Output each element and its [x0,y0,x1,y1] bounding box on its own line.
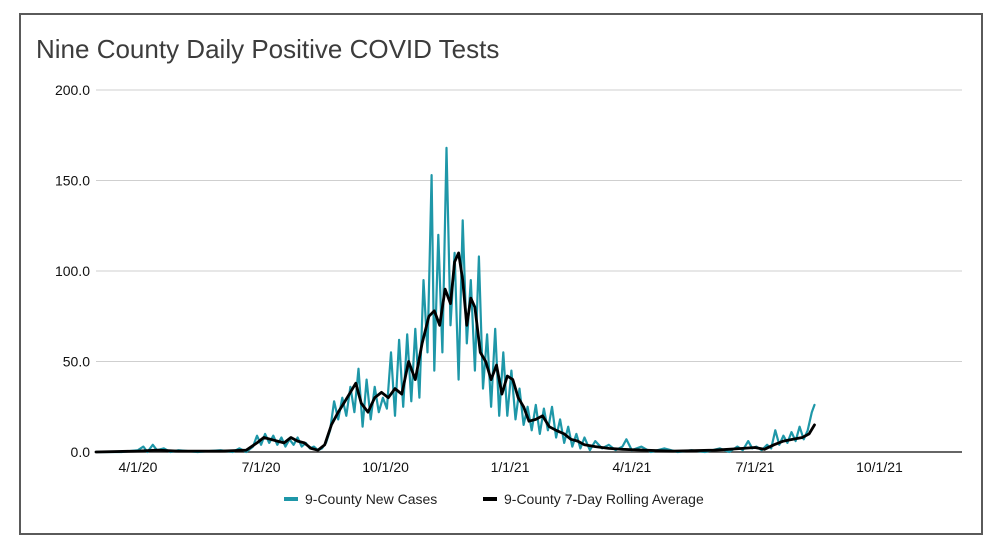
y-tick-label: 100.0 [55,263,90,279]
x-axis-ticks: 4/1/20 7/1/20 10/1/20 1/1/21 4/1/21 7/1/21 10/… [118,459,903,475]
y-tick-label: 0.0 [71,444,91,460]
y-tick-label: 200.0 [55,82,90,98]
series-line-rolling-average [94,251,816,454]
y-tick-label: 50.0 [63,354,90,370]
legend-label-rolling-average: 9-County 7-Day Rolling Average [504,491,704,507]
y-axis-ticks: 0.0 50.0 100.0 150.0 200.0 [55,82,90,460]
series-line-new-cases [94,146,816,454]
x-tick-label: 4/1/20 [118,459,157,475]
y-tick-label: 150.0 [55,173,90,189]
x-tick-label: 10/1/20 [362,459,409,475]
chart-title: Nine County Daily Positive COVID Tests [36,34,500,64]
x-tick-label: 7/1/20 [242,459,281,475]
chart-frame [19,13,983,535]
gridlines [96,89,962,453]
x-tick-label: 1/1/21 [491,459,530,475]
x-tick-label: 7/1/21 [736,459,775,475]
legend-swatch-new-cases [284,497,298,501]
legend: 9-County New Cases 9-County 7-Day Rollin… [284,491,704,507]
series-lines [94,146,816,454]
x-tick-label: 4/1/21 [612,459,651,475]
x-tick-label: 10/1/21 [856,459,903,475]
legend-swatch-rolling-average [483,497,497,501]
legend-label-new-cases: 9-County New Cases [305,491,437,507]
